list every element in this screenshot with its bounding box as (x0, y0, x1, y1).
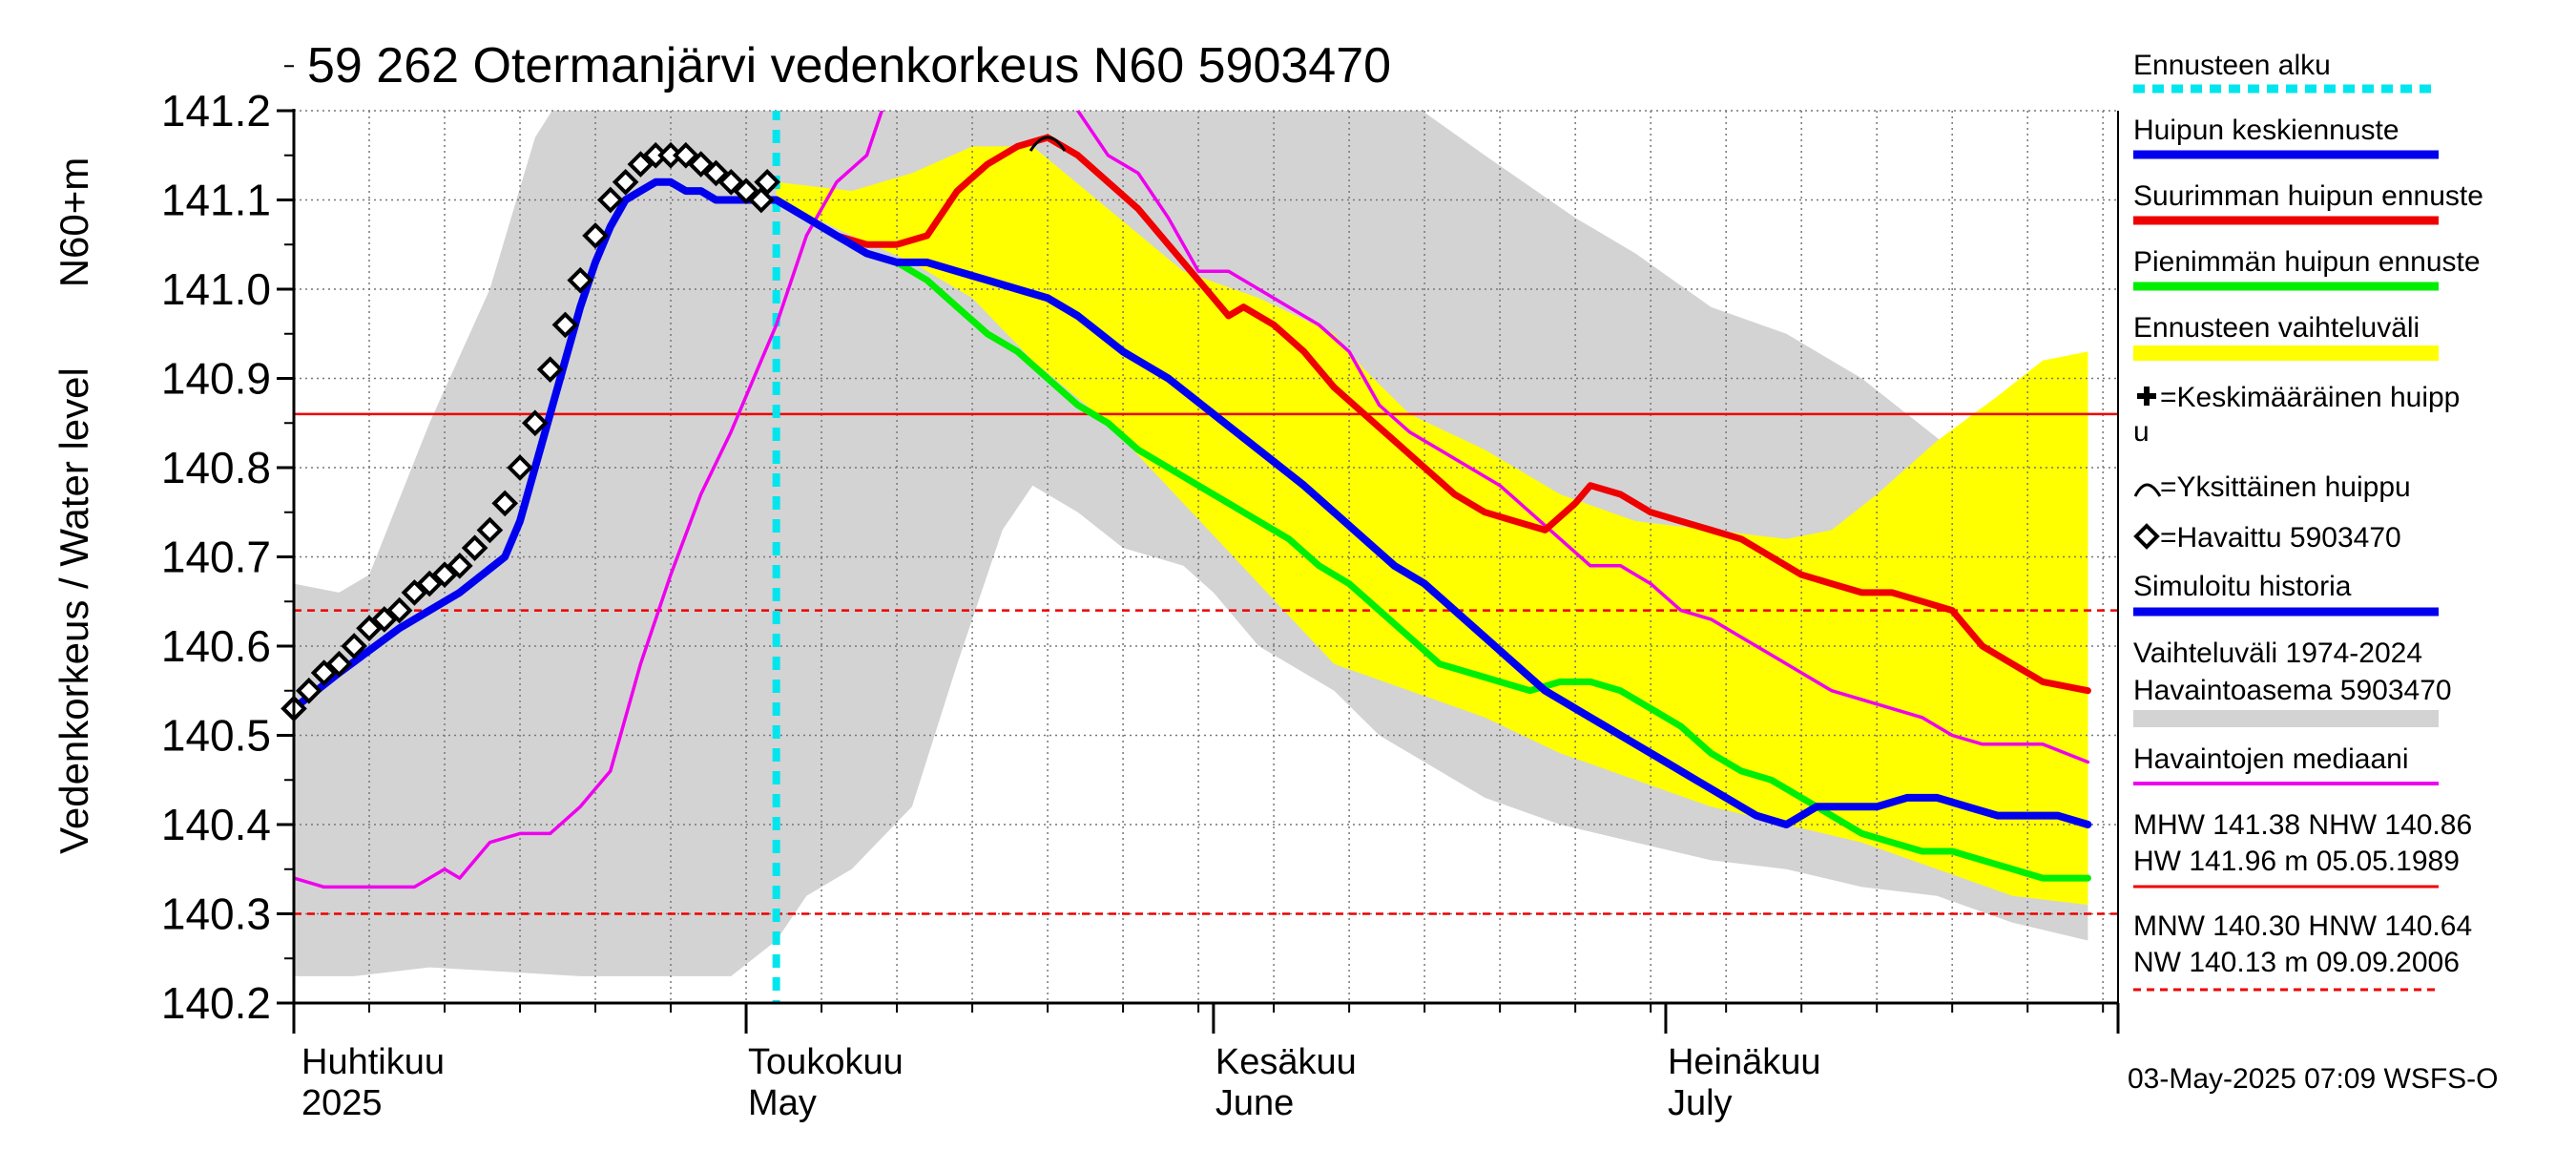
observed-point (717, 168, 745, 196)
legend-swatch-forecast-range (2133, 345, 2439, 361)
observed-point (370, 606, 398, 633)
observed-point (476, 516, 504, 544)
x-month-label-en: June (1215, 1083, 1294, 1123)
y-tick-label: 140.3 (161, 889, 271, 939)
legend-label-forecast-start: Ennusteen alku (2133, 50, 2331, 81)
observed-point (507, 454, 533, 481)
legend-label-average-peak-cont: u (2133, 416, 2150, 448)
y-tick-label: 141.1 (161, 176, 271, 225)
legend-label-nw: NW 140.13 m 09.09.2006 (2133, 947, 2460, 978)
y-tick-label: 140.9 (161, 354, 271, 404)
observed-point (612, 168, 639, 196)
x-month-label-fi: Heinäkuu (1668, 1042, 1821, 1082)
y-tick-label: 141.0 (161, 264, 271, 314)
x-month-label-fi: Toukokuu (748, 1042, 904, 1082)
observed-point (627, 151, 654, 178)
legend-label-single-peak: =Yksittäinen huippu (2160, 471, 2411, 503)
x-month-label-en: May (748, 1083, 817, 1123)
legend-label-forecast-range: Ennusteen vaihteluväli (2133, 312, 2420, 344)
observed-point (754, 168, 781, 196)
observed-point (567, 266, 594, 294)
x-month-label-en: July (1668, 1083, 1733, 1123)
observed-point (597, 186, 624, 214)
observed-point (325, 650, 353, 678)
observed-point (551, 311, 579, 339)
observed-point (356, 615, 383, 642)
observed-point (582, 222, 609, 249)
peak-arc-marker (1028, 136, 1067, 152)
y-tick-label: 140.6 (161, 621, 271, 671)
y-tick-label: 140.8 (161, 443, 271, 492)
observed-point (733, 178, 759, 204)
series-line-pienimm-n-huipun-ennuste (773, 197, 2091, 882)
legend-label-history-range: Vaihteluväli 1974-2024 (2133, 638, 2422, 669)
legend-plus-icon (2137, 387, 2156, 406)
x-month-label-fi: Huhtikuu (301, 1042, 445, 1082)
legend-label-median: Havaintojen mediaani (2133, 743, 2409, 775)
legend-swatch-history-range (2133, 710, 2439, 727)
y-tick-label: 141.2 (161, 86, 271, 136)
observed-point (521, 409, 549, 437)
x-month-label-en: 2025 (301, 1083, 383, 1123)
legend-arc-icon (2133, 483, 2162, 497)
y-axis-label: Vedenkorkeus / Water level (52, 367, 96, 854)
observed-point (295, 677, 322, 704)
y-tick-label: 140.7 (161, 533, 271, 582)
legend-label-average-peak: =Keskimääräinen huipp (2160, 382, 2460, 413)
observed-point (687, 151, 715, 178)
observed-point (385, 596, 413, 624)
observed-point (673, 141, 699, 169)
observed-point (748, 186, 775, 214)
legend-label-simulated-history: Simuloitu historia (2133, 571, 2352, 602)
y-tick-label: 140.5 (161, 711, 271, 761)
observed-point (416, 570, 444, 597)
series-line-havaintojen-mediaani (294, 111, 2090, 889)
x-month-label-fi: Kesäkuu (1215, 1042, 1357, 1082)
observed-point (310, 659, 338, 686)
observed-point (431, 561, 458, 589)
legend-label-observed: =Havaittu 5903470 (2160, 522, 2401, 554)
observed-point (341, 633, 368, 659)
series-line-suurimman-huipun-ennuste (773, 134, 2091, 695)
observed-point (461, 534, 488, 561)
legend-label-mean-peak: Huipun keskiennuste (2133, 115, 2399, 146)
y-tick-label: 140.2 (161, 978, 271, 1028)
legend-label-mhw-nhw: MHW 141.38 NHW 140.86 (2133, 809, 2472, 841)
legend-label-hw: HW 141.96 m 05.05.1989 (2133, 846, 2460, 877)
observed-point (536, 356, 564, 383)
observed-point (491, 490, 519, 517)
legend: Ennusteen alku Huipun keskiennuste Suurimm… (2133, 50, 2483, 992)
observed-point (446, 553, 473, 579)
legend-diamond-icon (2133, 523, 2160, 550)
legend-label-min-peak: Pienimmän huipun ennuste (2133, 246, 2481, 278)
legend-label-max-peak: Suurimman huipun ennuste (2133, 180, 2483, 212)
chart-title: 59 262 Otermanjärvi vedenkorkeus N60 590… (307, 38, 1391, 94)
y-tick-label: 140.4 (161, 800, 271, 849)
legend-label-mnw-hnw: MNW 140.30 HNW 140.64 (2133, 910, 2472, 942)
legend-label-history-station: Havaintoasema 5903470 (2133, 675, 2452, 706)
series-line-huipun-keskiennuste (294, 178, 2092, 828)
observed-point (702, 159, 730, 187)
y-axis-unit-label: N60+m (52, 157, 96, 288)
footer-timestamp: 03-May-2025 07:09 WSFS-O (2128, 1063, 2499, 1095)
observed-point (401, 579, 428, 606)
